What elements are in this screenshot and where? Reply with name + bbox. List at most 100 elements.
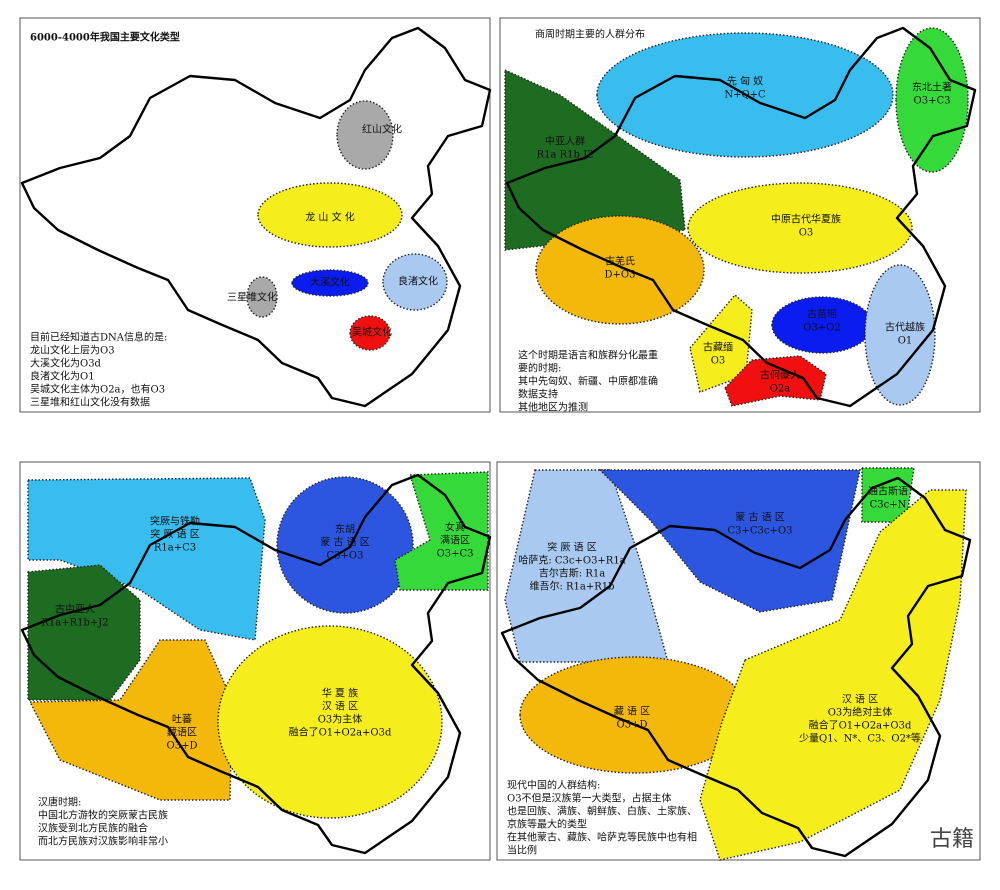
note-line: 大溪文化为O3d <box>30 357 102 370</box>
region-label: C3+C3c+O3 <box>728 526 793 537</box>
region-label: 东胡 <box>335 523 355 536</box>
note-line: 当比例 <box>507 844 537 857</box>
note-line: 在其他蒙古、藏族、哈萨克等民族中也有相 <box>507 831 697 844</box>
region-label: O3+O2 <box>803 323 841 334</box>
region-label: O3为绝对主体 <box>828 706 893 719</box>
note-line: 现代中国的人群结构: <box>507 779 600 792</box>
region-label: 华 夏 族 <box>322 687 358 700</box>
region-label: 突 厥 语 区 <box>547 541 597 554</box>
region <box>394 471 489 591</box>
note-line: 龙山文化上层为O3 <box>30 344 115 357</box>
region <box>382 253 448 311</box>
note-line: 三星堆和红山文化没有数据 <box>30 396 150 409</box>
region-label: C3c+N <box>870 500 907 511</box>
region <box>535 215 705 325</box>
region-label: 藏语区 <box>167 727 197 739</box>
region-label: R1a+R1b+J2 <box>41 618 108 629</box>
region <box>217 625 443 819</box>
region <box>689 294 753 393</box>
note-line: 良渚文化为O1 <box>30 370 95 383</box>
region <box>257 182 403 248</box>
region <box>27 477 266 641</box>
note-line: 吴城文化主体为O2a，也有O3 <box>30 383 165 396</box>
region <box>724 355 827 407</box>
region-label: 红山文化 <box>362 123 402 136</box>
region-label: O3+C3 <box>437 549 474 560</box>
region-label: C3+O3 <box>327 551 364 562</box>
note-line: 其中先匈奴、新疆、中原都准确 <box>518 375 658 388</box>
note-line: 汉唐时期: <box>38 796 81 809</box>
region-label: 古中亚人 <box>55 603 95 616</box>
note-line: 其他地区为推测 <box>518 401 588 414</box>
region-label: O3+D <box>167 741 198 752</box>
region <box>687 182 913 274</box>
note-line: 目前已经知道古DNA信息的是: <box>30 331 167 344</box>
watermark: 古籍 <box>930 827 974 852</box>
note-line: 这个时期是语言和族群分化最重 <box>518 349 658 362</box>
region-label: 龙 山 文 化 <box>305 211 355 224</box>
region-label: 汉 语 区 <box>322 701 358 713</box>
region-label: O3为主体 <box>318 714 363 726</box>
region <box>336 100 394 170</box>
region-label: O3 <box>799 228 814 239</box>
note-line: O3不但是汉族第一大类型，占据主体 <box>507 792 672 805</box>
region-label: 突厥与铁勒 <box>150 515 200 528</box>
region-label: R1a R1b J2 <box>537 150 594 161</box>
region-label: 汉 语 区 <box>842 694 878 706</box>
region-label: 古羌氏 <box>605 255 635 268</box>
region-label: O1 <box>898 336 913 347</box>
region-label: 女真 <box>445 521 465 534</box>
region-label: 通古斯语 <box>868 485 908 498</box>
region-label: O3+C3 <box>914 96 951 107</box>
note-line: 京族等最大的类型 <box>507 818 587 831</box>
region-label: 三星堆文化 <box>227 291 277 304</box>
region <box>519 656 751 774</box>
region <box>28 639 233 801</box>
region <box>598 469 861 613</box>
region <box>864 264 936 406</box>
panel-title: 商周时期主要的人群分布 <box>535 28 645 41</box>
region-label: 蒙 古 语 区 <box>735 511 785 524</box>
region-label: 少量Q1、N*、C3、O2*等 <box>799 732 921 745</box>
region-label: O3 <box>711 356 726 367</box>
region-label: 蒙 古 语 区 <box>320 536 370 549</box>
region-label: 古代越族 <box>885 321 925 334</box>
region-label: 古苗瑶 <box>807 308 837 321</box>
region-label: 吐蕃 <box>172 714 192 726</box>
region-label: 突 厥 语 区 <box>150 528 200 541</box>
region-label: 融合了O1+O2a+O3d <box>809 719 912 732</box>
region-label: 古藏缅 <box>703 341 733 354</box>
region-label: 吴城文化 <box>352 326 392 339</box>
note-line: 也是回族、满族、朝鲜族、白族、土家族、 <box>507 805 697 818</box>
region-label: 吉尔吉斯: R1a <box>539 567 605 580</box>
region <box>699 489 967 861</box>
panel-frame <box>19 17 491 413</box>
region <box>276 476 414 614</box>
region-label: 良渚文化 <box>398 275 438 288</box>
note-line: 汉族受到北方民族的融合 <box>38 822 148 835</box>
region-label: O3+D <box>617 720 648 731</box>
region <box>291 269 369 297</box>
note-line: 数据支持 <box>518 388 558 401</box>
region-label: 维吾尔: R1a+R1b <box>529 580 614 593</box>
note-line: 要的时期: <box>518 362 561 375</box>
note-line: 而北方民族对汉族影响非常小 <box>38 835 168 848</box>
region-label: D+O3 <box>605 270 636 281</box>
region <box>349 315 391 351</box>
region-label: 古侗傣人 <box>760 369 800 382</box>
region-label: R1a+C3 <box>154 543 196 554</box>
region <box>246 276 278 318</box>
region-label: 藏 语 区 <box>614 706 650 718</box>
region-label: O2a <box>770 384 791 395</box>
panel-title: 6000-4000年我国主要文化类型 <box>30 31 180 44</box>
region <box>771 296 873 354</box>
region <box>27 564 141 701</box>
region-label: N+Q+C <box>724 90 766 101</box>
note-line: 中国北方游牧的突厥蒙古民族 <box>38 809 168 822</box>
region <box>895 27 969 173</box>
region-label: 大溪文化 <box>310 276 350 289</box>
region-label: 融合了O1+O2a+O3d <box>289 726 392 739</box>
region-label: 满语区 <box>440 535 470 547</box>
region-label: 先 匈 奴 <box>727 75 763 88</box>
